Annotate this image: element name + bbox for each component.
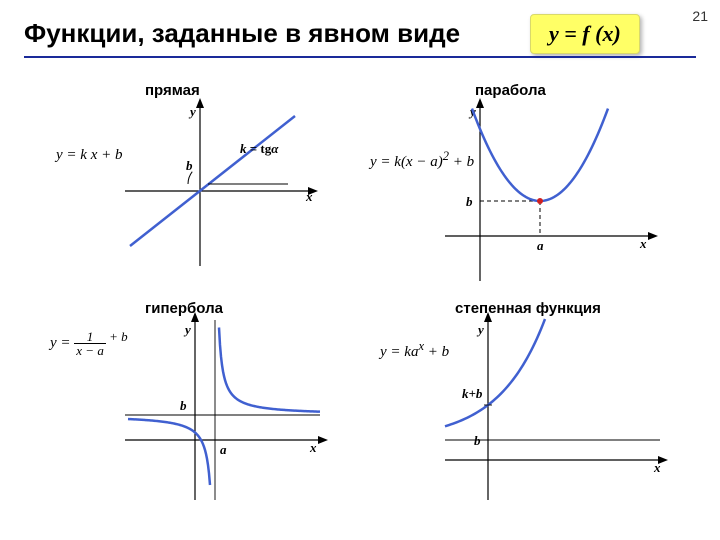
- svg-text:x: x: [639, 236, 647, 251]
- svg-text:y: y: [476, 322, 484, 337]
- power-formula: y = kax + b: [380, 340, 449, 360]
- svg-text:a: a: [537, 238, 544, 253]
- formula-badge: y = f (x): [530, 14, 640, 54]
- slide: { "page_number": "21", "title": "Функции…: [0, 0, 720, 540]
- page-number: 21: [692, 8, 708, 24]
- parabola-graph: yxab: [440, 96, 660, 286]
- line-graph: y x b k = tgα: [120, 96, 320, 271]
- svg-text:a: a: [220, 442, 227, 457]
- svg-text:x: x: [309, 440, 317, 455]
- svg-text:x: x: [653, 460, 661, 475]
- svg-text:b: b: [180, 398, 187, 413]
- slide-title: Функции, заданные в явном виде: [24, 18, 460, 49]
- svg-text:b: b: [474, 433, 481, 448]
- svg-text:k = tgα: k = tgα: [240, 141, 279, 156]
- svg-text:y: y: [188, 104, 196, 119]
- line-formula: y = k x + b: [56, 148, 122, 163]
- svg-text:b: b: [186, 158, 193, 173]
- power-graph: y x b k+b: [440, 310, 670, 505]
- hyperbola-graph: y x a b: [120, 310, 330, 505]
- svg-text:x: x: [305, 189, 313, 204]
- power-formula-text: y = kax + b: [380, 344, 449, 360]
- svg-text:k+b: k+b: [462, 386, 483, 401]
- hyperbola-formula: y = 1x − a + b: [50, 330, 128, 357]
- svg-text:y: y: [183, 322, 191, 337]
- svg-text:b: b: [466, 194, 473, 209]
- title-underline: [24, 56, 696, 58]
